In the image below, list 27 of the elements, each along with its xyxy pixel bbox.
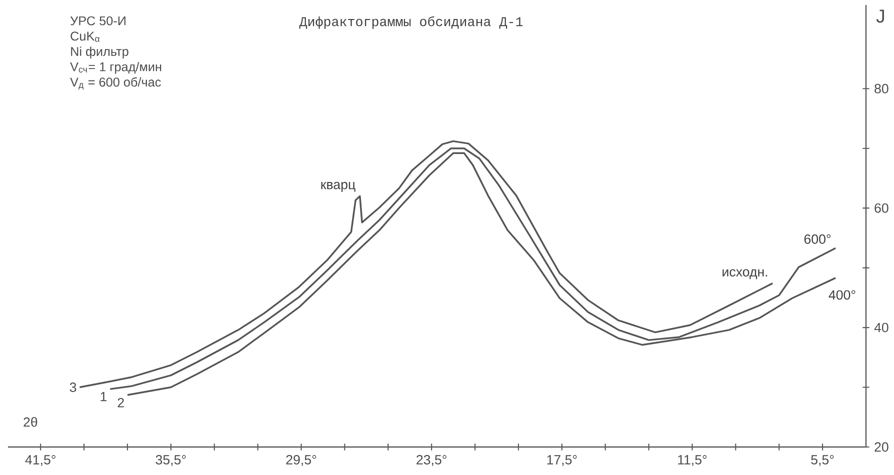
- annotation: CuK$_{α}$: [70, 32, 100, 42]
- y-tick-label: 40: [874, 322, 888, 332]
- annotation: V$_{д}$ = 600 об/час: [70, 77, 161, 90]
- x-tick-label: 17,5°: [547, 455, 577, 466]
- series-label: 1: [100, 392, 107, 402]
- x-tick-label: 11,5°: [678, 455, 707, 466]
- y-tick-label: 80: [874, 84, 888, 94]
- annotation: 400°: [828, 290, 856, 300]
- x-axis-title: 2θ: [24, 417, 38, 427]
- x-tick-label: 35,5°: [156, 455, 186, 466]
- text: Дифрактограммы обсидиана Д-1: [299, 16, 523, 29]
- annotation: V$_{сч}$= 1 град/мин: [70, 62, 162, 74]
- annotation: исходн.: [722, 269, 768, 280]
- series-label: 3: [70, 382, 76, 392]
- y-tick-label: 60: [874, 203, 888, 213]
- x-tick-label: 23,5°: [416, 455, 446, 466]
- x-tick-label: 41,5°: [25, 455, 56, 466]
- annotation: Ni фильтр: [71, 46, 128, 58]
- y-tick-label: 20: [874, 442, 888, 452]
- x-tick-label: 29,5°: [286, 455, 316, 466]
- series-label: 2: [118, 398, 124, 408]
- x-tick-label: 5,5°: [811, 455, 834, 466]
- line-series: [78, 140, 774, 388]
- annotation: кварц: [321, 182, 356, 192]
- annotation: УРС 50-И: [70, 16, 126, 26]
- annotation: 600°: [804, 234, 830, 244]
- y-axis-title: J: [876, 10, 884, 23]
